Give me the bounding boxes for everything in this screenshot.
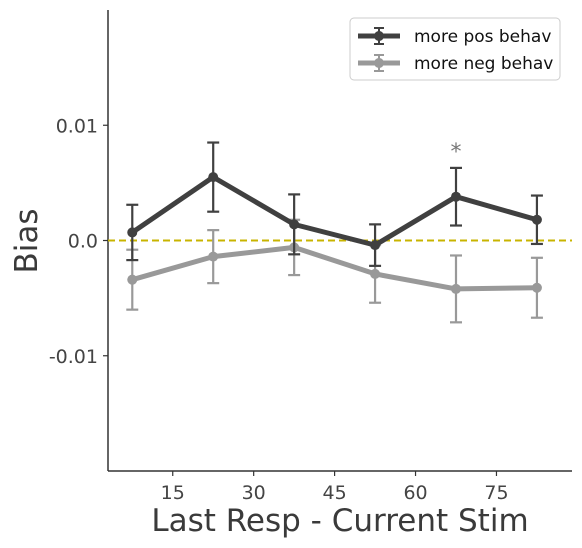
y-tick-label: -0.01 <box>49 346 98 368</box>
series-line <box>132 177 537 245</box>
x-tick-label: 30 <box>242 482 266 504</box>
data-point <box>208 252 218 262</box>
series-line <box>132 247 537 288</box>
data-point <box>127 275 137 285</box>
data-point <box>127 227 137 237</box>
significance-marker: * <box>451 140 462 165</box>
x-axis-title: Last Resp - Current Stim <box>151 503 528 539</box>
x-tick-label: 75 <box>484 482 508 504</box>
data-point <box>289 219 299 229</box>
data-point <box>208 172 218 182</box>
x-tick-label: 15 <box>161 482 185 504</box>
data-point <box>370 269 380 279</box>
data-point <box>451 284 461 294</box>
data-point <box>532 215 542 225</box>
x-tick-label: 60 <box>403 482 427 504</box>
legend: more pos behav more neg behav <box>350 18 560 80</box>
axes: 15 30 45 60 75 -0.01 0.0 0.01 <box>49 10 572 504</box>
annotation-layer: * <box>451 140 462 165</box>
data-point <box>370 240 380 250</box>
series-more-pos-behav <box>126 143 543 266</box>
y-axis-title: Bias <box>9 208 45 273</box>
legend-label: more pos behav <box>414 27 551 47</box>
y-tick-label: 0.01 <box>56 115 98 137</box>
legend-marker <box>374 58 384 68</box>
legend-marker <box>374 31 384 41</box>
data-point <box>532 283 542 293</box>
series-layer <box>126 143 543 323</box>
data-point <box>451 192 461 202</box>
x-tick-label: 45 <box>323 482 347 504</box>
y-tick-label: 0.0 <box>68 231 98 253</box>
legend-label: more neg behav <box>414 54 553 74</box>
